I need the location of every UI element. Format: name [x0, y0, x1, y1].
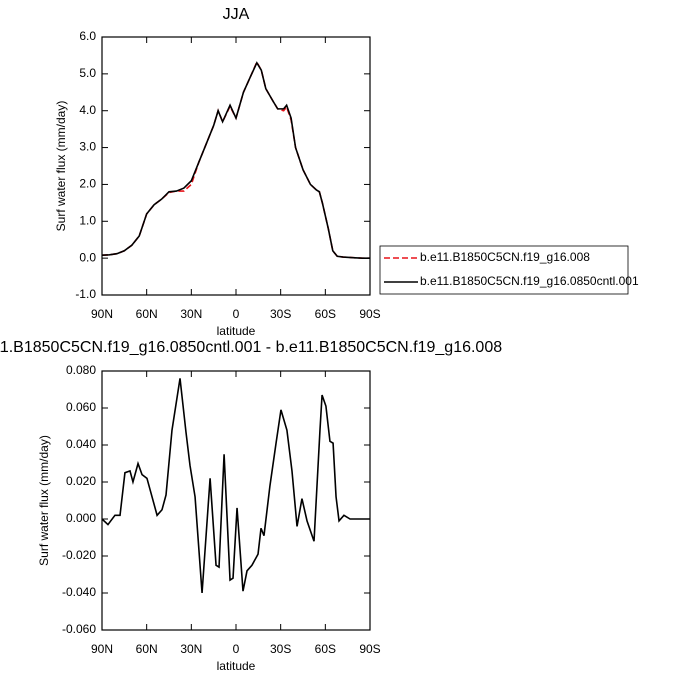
x-axis-label: latitude [217, 324, 256, 338]
y-tick-label: 0.080 [66, 363, 96, 377]
y-tick-label: 0.040 [66, 437, 96, 451]
y-tick-label: 2.0 [79, 177, 96, 191]
x-tick-label: 30S [270, 307, 291, 321]
chart-title: JJA [223, 6, 250, 23]
y-tick-label: 1.0 [79, 213, 96, 227]
plot-frame [101, 370, 371, 631]
legend-label: b.e11.B1850C5CN.f19_g16.0850cntl.001 [420, 274, 639, 288]
x-tick-label: 90N [91, 307, 113, 321]
data-line [101, 378, 370, 594]
x-tick-label: 30S [270, 642, 291, 656]
legend-label: b.e11.B1850C5CN.f19_g16.008 [420, 250, 590, 264]
x-tick-label: 0 [233, 307, 240, 321]
y-tick-label: -1.0 [75, 287, 96, 301]
x-tick-label: 60S [315, 642, 336, 656]
x-axis-label: latitude [217, 659, 256, 673]
x-tick-label: 30N [180, 307, 202, 321]
y-tick-label: 4.0 [79, 103, 96, 117]
y-tick-label: 0.020 [66, 474, 96, 488]
y-tick-label: 0.0 [79, 250, 96, 264]
x-tick-label: 90N [91, 642, 113, 656]
x-tick-label: 90S [359, 307, 380, 321]
x-tick-label: 60S [315, 307, 336, 321]
y-tick-label: 3.0 [79, 140, 96, 154]
legend-box [379, 245, 629, 295]
x-tick-label: 60N [136, 642, 158, 656]
y-tick-label: -0.020 [62, 548, 96, 562]
x-tick-label: 30N [180, 642, 202, 656]
y-axis-label: Surf water flux (mm/day) [54, 101, 68, 232]
x-tick-label: 60N [136, 307, 158, 321]
chart-title: b.e11.B1850C5CN.f19_g16.0850cntl.001 - b… [0, 339, 502, 356]
data-line [101, 61, 370, 259]
y-axis-label: Surf water flux (mm/day) [37, 435, 51, 566]
y-tick-label: -0.060 [62, 622, 96, 636]
y-tick-label: 0.000 [66, 511, 96, 525]
y-tick-label: 6.0 [79, 29, 96, 43]
x-tick-label: 0 [233, 642, 240, 656]
plot-frame [101, 36, 371, 296]
y-tick-label: 0.060 [66, 400, 96, 414]
y-tick-label: 5.0 [79, 66, 96, 80]
y-tick-label: -0.040 [62, 585, 96, 599]
x-tick-label: 90S [359, 642, 380, 656]
